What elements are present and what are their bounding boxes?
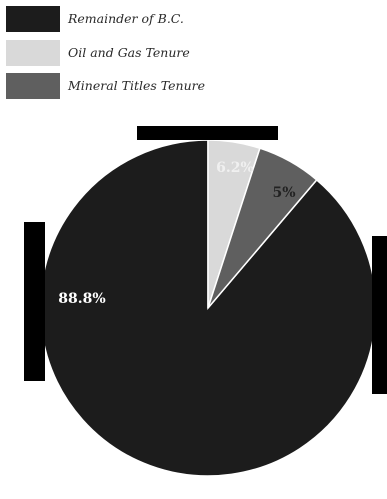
pie-label-oil-gas: 5%: [272, 185, 295, 201]
pie-slice-mineral: [207, 147, 318, 309]
legend-swatch-remainder: [6, 6, 60, 32]
legend-label-oil-gas: Oil and Gas Tenure: [68, 45, 190, 60]
legend-item-mineral: Mineral Titles Tenure: [6, 73, 230, 99]
redaction-bar-top: [137, 126, 278, 140]
legend-label-remainder: Remainder of B.C.: [68, 11, 184, 26]
legend-item-oil-gas: Oil and Gas Tenure: [6, 40, 230, 66]
redaction-bar-left: [24, 222, 45, 381]
legend-swatch-mineral: [6, 73, 60, 99]
pie-label-remainder: 88.8%: [58, 291, 105, 307]
pie-label-mineral: 6.2%: [216, 160, 254, 176]
legend-label-mineral: Mineral Titles Tenure: [68, 78, 206, 93]
legend-swatch-oil-gas: [6, 40, 60, 66]
legend-item-remainder: Remainder of B.C.: [6, 6, 230, 32]
chart-legend: Remainder of B.C. Oil and Gas Tenure Min…: [0, 0, 230, 110]
redaction-bar-right: [372, 236, 387, 394]
